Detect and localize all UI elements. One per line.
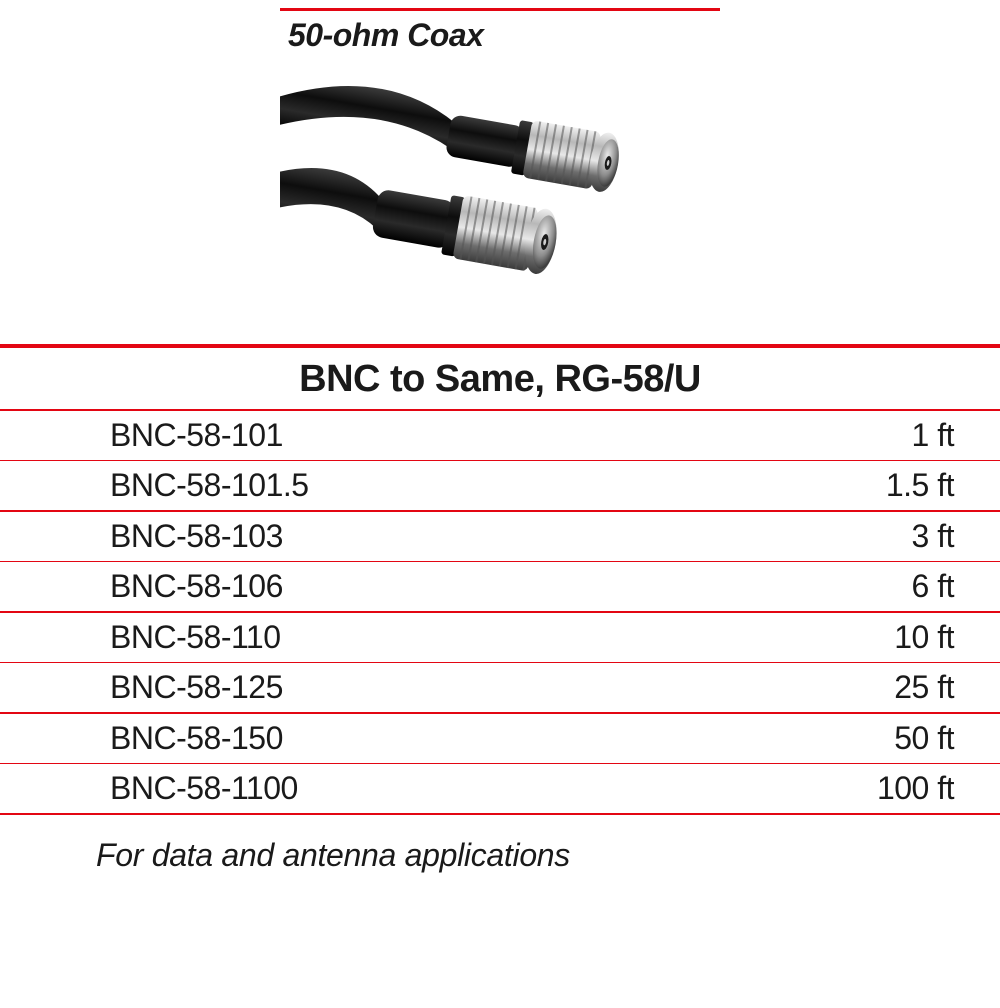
- hero-top-rule: [280, 8, 720, 11]
- table-row: BNC-58-110 10 ft: [0, 613, 1000, 662]
- length-cell: 25 ft: [894, 669, 954, 706]
- table-row: BNC-58-125 25 ft: [0, 663, 1000, 712]
- table-header-row: BNC to Same, RG-58/U: [0, 348, 1000, 409]
- table-row: BNC-58-1100 100 ft: [0, 764, 1000, 813]
- sku-cell: BNC-58-125: [110, 669, 283, 706]
- table-row: BNC-58-150 50 ft: [0, 714, 1000, 763]
- length-cell: 3 ft: [912, 518, 954, 555]
- sku-cell: BNC-58-101.5: [110, 467, 309, 504]
- length-cell: 1 ft: [912, 417, 954, 454]
- sku-cell: BNC-58-103: [110, 518, 283, 555]
- length-cell: 10 ft: [894, 619, 954, 656]
- table-caption: For data and antenna applications: [0, 815, 1000, 874]
- sku-cell: BNC-58-1100: [110, 770, 298, 807]
- sku-cell: BNC-58-106: [110, 568, 283, 605]
- sku-cell: BNC-58-101: [110, 417, 283, 454]
- length-cell: 1.5 ft: [886, 467, 954, 504]
- table-row: BNC-58-101 1 ft: [0, 411, 1000, 460]
- hero-title: 50-ohm Coax: [288, 17, 720, 54]
- length-cell: 100 ft: [877, 770, 954, 807]
- spec-table: BNC to Same, RG-58/U BNC-58-101 1 ft BNC…: [0, 344, 1000, 874]
- product-image: [280, 58, 720, 312]
- table-row: BNC-58-106 6 ft: [0, 562, 1000, 611]
- table-row: BNC-58-101.5 1.5 ft: [0, 461, 1000, 510]
- table-row: BNC-58-103 3 ft: [0, 512, 1000, 561]
- length-cell: 50 ft: [894, 720, 954, 757]
- hero-block: 50-ohm Coax: [280, 8, 720, 312]
- table-title: BNC to Same, RG-58/U: [299, 358, 701, 400]
- sku-cell: BNC-58-150: [110, 720, 283, 757]
- length-cell: 6 ft: [912, 568, 954, 605]
- sku-cell: BNC-58-110: [110, 619, 280, 656]
